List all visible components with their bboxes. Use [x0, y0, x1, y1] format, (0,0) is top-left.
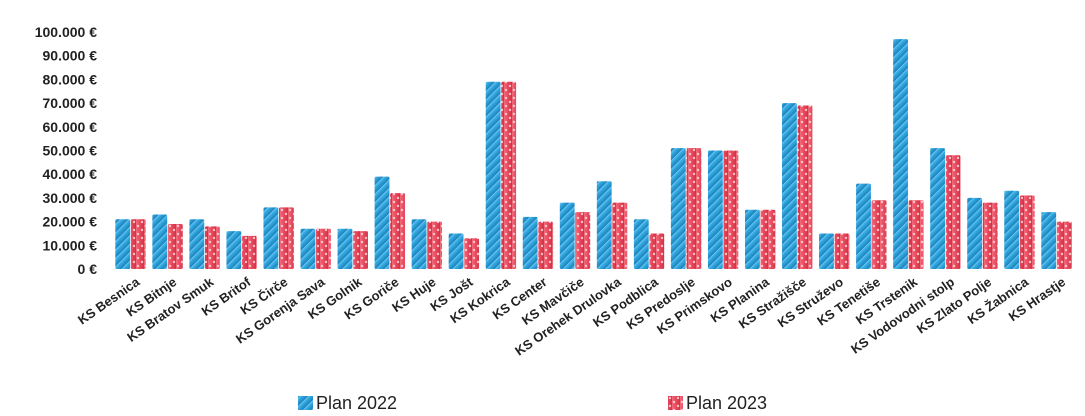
bar-plan-2023 — [204, 226, 220, 269]
y-tick-label: 0 € — [78, 261, 98, 277]
legend: Plan 2022 Plan 2023 — [298, 393, 767, 413]
bar-plan-2022 — [930, 148, 945, 269]
bar-plan-2022 — [115, 219, 131, 269]
legend-label: Plan 2023 — [686, 393, 767, 413]
bar-plan-2022 — [893, 39, 908, 269]
bar-plan-2022 — [670, 148, 686, 269]
bar-plan-2023 — [167, 223, 183, 269]
bar-plan-2023 — [871, 200, 887, 269]
bar-plan-2023 — [760, 209, 776, 269]
y-tick-label: 80.000 € — [43, 71, 98, 87]
bar-plan-2022 — [374, 176, 390, 269]
bar-plan-2022 — [522, 216, 538, 269]
bar-plan-2022 — [1041, 212, 1057, 269]
bar-plan-2022 — [152, 214, 168, 269]
bar-plan-2023 — [427, 221, 443, 269]
y-tick-label: 90.000 € — [43, 48, 98, 64]
bar-plan-2023 — [501, 81, 517, 270]
y-tick-label: 10.000 € — [43, 237, 98, 253]
bar-plan-2022 — [856, 183, 871, 269]
bar-plan-2023 — [982, 202, 998, 269]
y-tick-label: 40.000 € — [43, 166, 98, 182]
bar-plan-2023 — [1056, 221, 1072, 269]
bar-plan-2023 — [797, 105, 813, 269]
bar-plan-2023 — [130, 219, 146, 269]
bar-plan-2022 — [189, 219, 205, 269]
bar-plan-2023 — [686, 148, 702, 269]
bar-plan-2022 — [633, 219, 649, 269]
bar-plan-2023 — [464, 238, 480, 269]
y-tick-label: 60.000 € — [43, 119, 98, 135]
bar-plan-2022 — [485, 81, 501, 270]
bar-plan-2022 — [559, 202, 575, 269]
bar-plan-2023 — [575, 212, 591, 269]
bar-plan-2022 — [300, 228, 316, 269]
bar-plan-2022 — [337, 228, 353, 269]
bar-plan-2022 — [596, 181, 612, 269]
legend-swatch-plan-2022 — [298, 396, 313, 410]
bar-plan-2023 — [834, 233, 850, 269]
y-tick-label: 70.000 € — [43, 95, 98, 111]
y-tick-label: 20.000 € — [43, 214, 98, 230]
bar-plan-2022 — [819, 233, 834, 269]
bar-plan-2023 — [390, 193, 405, 269]
bar-plan-2023 — [612, 202, 628, 269]
bar-plan-2023 — [242, 235, 257, 269]
y-tick-label: 100.000 € — [35, 24, 97, 40]
bar-plan-2022 — [226, 231, 242, 269]
y-axis: 0 € 10.000 € 20.000 € 30.000 € 40.000 € 50.00… — [35, 24, 98, 277]
bar-plan-2022 — [411, 219, 427, 269]
bar-plan-2022 — [448, 233, 464, 269]
bar-plan-2022 — [967, 197, 983, 269]
bar-plan-2023 — [723, 150, 739, 269]
bar-plan-2023 — [279, 207, 294, 269]
bar-plan-2023 — [649, 233, 665, 269]
bar-plan-2022 — [782, 103, 797, 269]
bar-plan-2023 — [316, 228, 331, 269]
bar-plan-2023 — [908, 200, 924, 269]
bar-plan-2023 — [1019, 195, 1035, 269]
bar-plan-2023 — [945, 155, 961, 269]
bar-plan-2022 — [1004, 190, 1020, 269]
bar-plan-2023 — [538, 221, 554, 269]
y-tick-label: 50.000 € — [43, 143, 98, 159]
bar-plan-2022 — [744, 209, 760, 269]
legend-label: Plan 2022 — [316, 393, 397, 413]
bar-plan-2023 — [353, 231, 368, 269]
legend-swatch-plan-2023 — [668, 396, 683, 410]
y-tick-label: 30.000 € — [43, 190, 98, 206]
bars-group — [115, 39, 1072, 270]
bar-plan-2022 — [263, 207, 279, 269]
bar-plan-2022 — [707, 150, 723, 269]
